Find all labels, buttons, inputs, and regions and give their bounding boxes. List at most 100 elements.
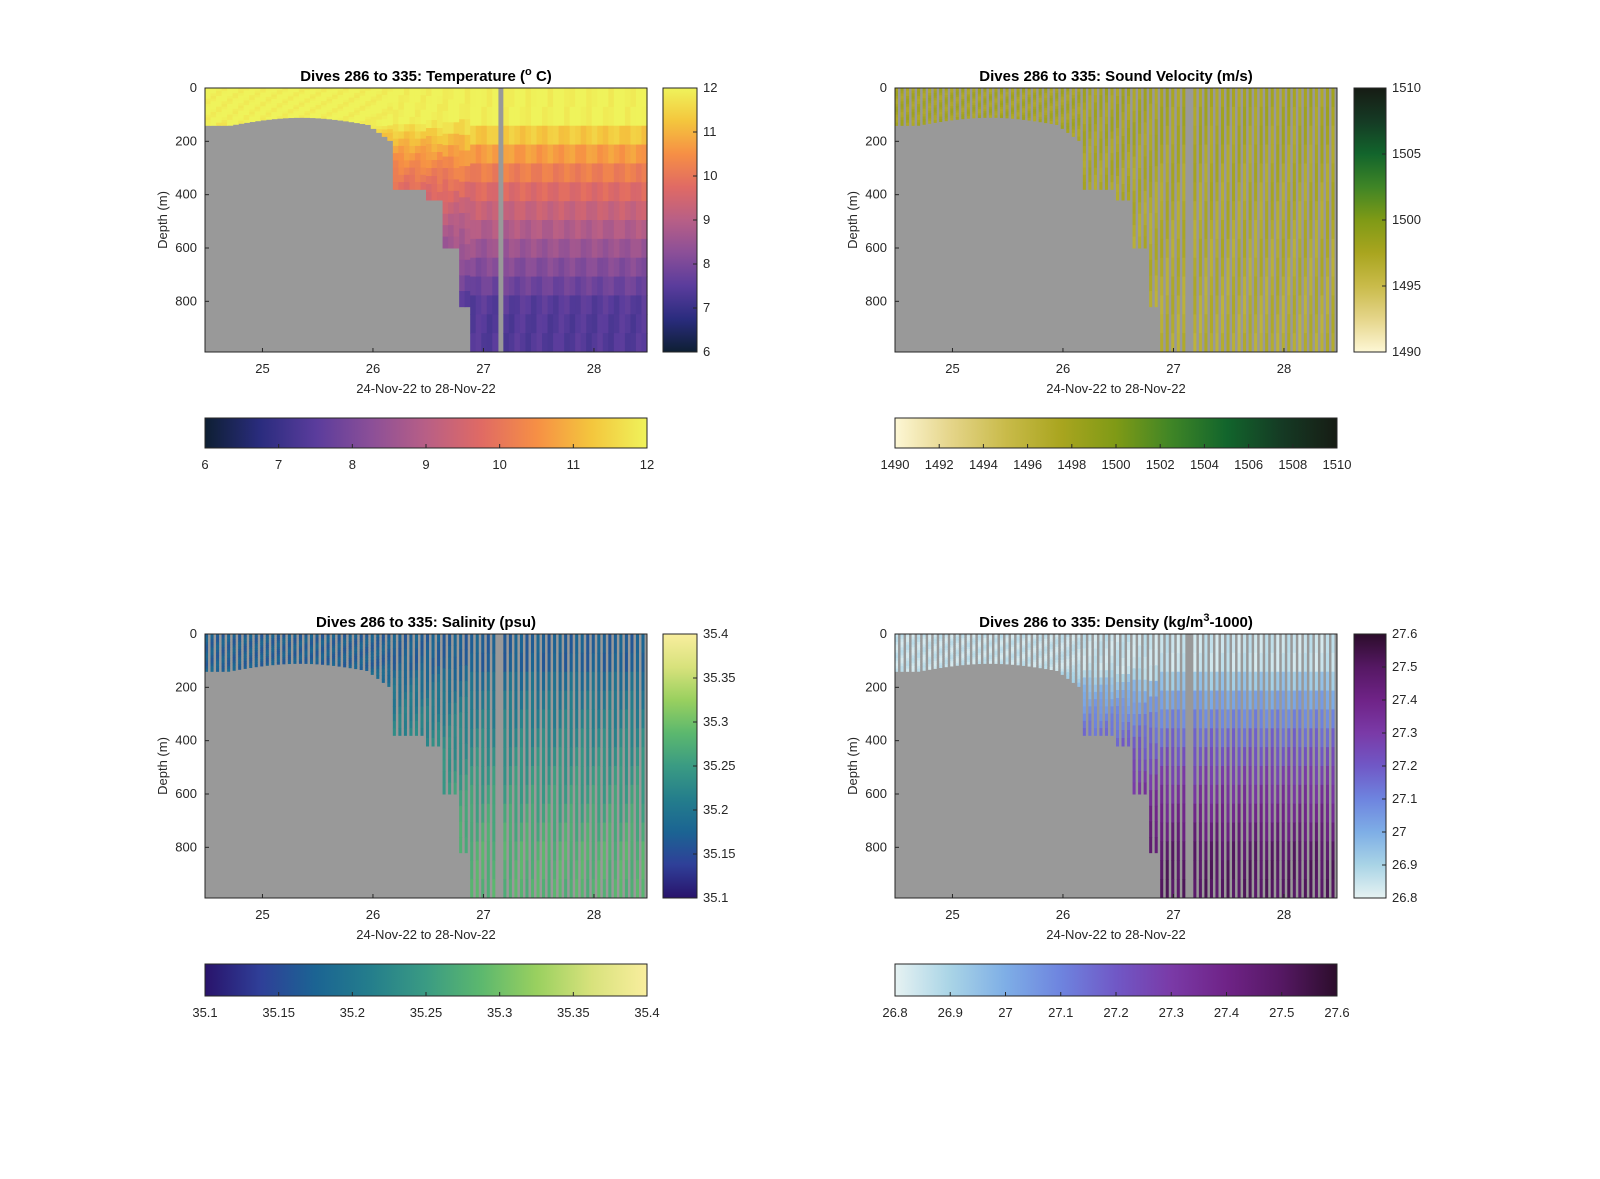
profile-cell (1049, 666, 1053, 671)
profile-cell (287, 92, 294, 95)
profile-cell (227, 668, 231, 672)
profile-cell (1248, 841, 1252, 861)
profile-cell (1265, 333, 1269, 353)
colorbar-tick-label: 27.1 (1048, 1005, 1073, 1020)
profile-cell (961, 98, 965, 102)
profile-cell (580, 747, 584, 767)
data-profiles (895, 88, 1335, 353)
profile-cell (1099, 691, 1103, 700)
profile-cell (641, 144, 648, 164)
profile-cell (1182, 841, 1186, 861)
profile-cell (508, 822, 512, 842)
profile-cell (1276, 766, 1280, 786)
profile-cell (1243, 634, 1247, 654)
profile-cell (448, 771, 452, 784)
profile-cell (442, 168, 449, 180)
profile-cell (1320, 220, 1324, 240)
profile-cell (547, 822, 551, 842)
profile-cell (365, 647, 369, 651)
profile-cell (1215, 314, 1219, 334)
profile-cell (1077, 99, 1081, 104)
profile-cell (977, 113, 981, 116)
profile-cell (591, 238, 598, 259)
profile-cell (586, 671, 590, 692)
profile-cell (337, 663, 341, 667)
profile-cell (1160, 709, 1164, 729)
profile-cell (381, 132, 388, 137)
profile-cell (260, 663, 264, 667)
profile-cell (994, 655, 998, 658)
profile-cell (321, 105, 328, 108)
profile-cell (966, 636, 970, 639)
profile-cell (414, 720, 418, 729)
profile-cell (558, 333, 565, 353)
profile-cell (1237, 88, 1241, 108)
profile-cell (508, 879, 512, 899)
profile-cell (641, 333, 648, 353)
profile-cell (1215, 634, 1219, 654)
profile-cell (403, 138, 411, 147)
profile-cell (1226, 295, 1230, 315)
profile-cell (1254, 803, 1258, 824)
profile-cell (624, 276, 632, 296)
profile-cell (641, 766, 645, 786)
profile-cell (486, 728, 490, 748)
profile-cell (1044, 643, 1048, 647)
profile-cell (1005, 653, 1009, 656)
profile-cell (1038, 114, 1042, 118)
profile-cell (1309, 295, 1313, 315)
profile-cell (1160, 257, 1164, 278)
profile-cell (1171, 125, 1175, 146)
profile-cell (1220, 690, 1225, 710)
profile-cell (630, 163, 637, 183)
profile-cell (988, 650, 992, 654)
profile-cell (1226, 182, 1230, 202)
profile-cell (343, 641, 347, 644)
profile-cell (1209, 88, 1213, 108)
profile-cell (1198, 652, 1202, 673)
profile-cell (1116, 96, 1120, 105)
profile-cell (635, 125, 643, 146)
profile-cell (635, 803, 639, 824)
profile-cell (1160, 182, 1164, 202)
profile-cell (387, 136, 394, 141)
profile-cell (1104, 706, 1108, 715)
profile-cell (586, 728, 590, 748)
profile-cell (276, 659, 280, 663)
profile-cell (260, 634, 264, 637)
profile-cell (348, 100, 355, 103)
profile-cell (1292, 182, 1296, 202)
profile-cell (961, 103, 965, 107)
profile-cell (575, 841, 579, 861)
profile-cell (939, 88, 943, 91)
profile-cell (1033, 641, 1037, 644)
profile-cell (414, 684, 418, 693)
profile-cell (1204, 709, 1208, 729)
profile-cell (332, 101, 339, 105)
profile-cell (1209, 803, 1213, 824)
profile-cell (1143, 225, 1147, 238)
profile-cell (1127, 88, 1131, 97)
profile-cell (403, 634, 407, 642)
profile-cell (597, 314, 604, 334)
profile-cell (492, 88, 499, 108)
profile-cell (977, 115, 981, 119)
profile-cell (1055, 644, 1059, 648)
colorbar-tick-label: 35.2 (703, 802, 728, 817)
profile-cell (1309, 163, 1313, 183)
profile-cell (1005, 634, 1009, 637)
profile-cell (1066, 94, 1070, 99)
profile-cell (1292, 747, 1296, 767)
profile-cell (569, 652, 573, 673)
profile-cell (420, 153, 427, 161)
profile-cell (210, 658, 214, 662)
profile-cell (298, 92, 306, 95)
profile-cell (1193, 690, 1197, 710)
profile-cell (1198, 182, 1202, 202)
profile-cell (1033, 118, 1037, 122)
profile-cell (1309, 238, 1313, 259)
profile-cell (1165, 860, 1169, 880)
profile-cell (1121, 722, 1125, 731)
profile-cell (1209, 125, 1213, 146)
profile-cell (1033, 104, 1037, 108)
